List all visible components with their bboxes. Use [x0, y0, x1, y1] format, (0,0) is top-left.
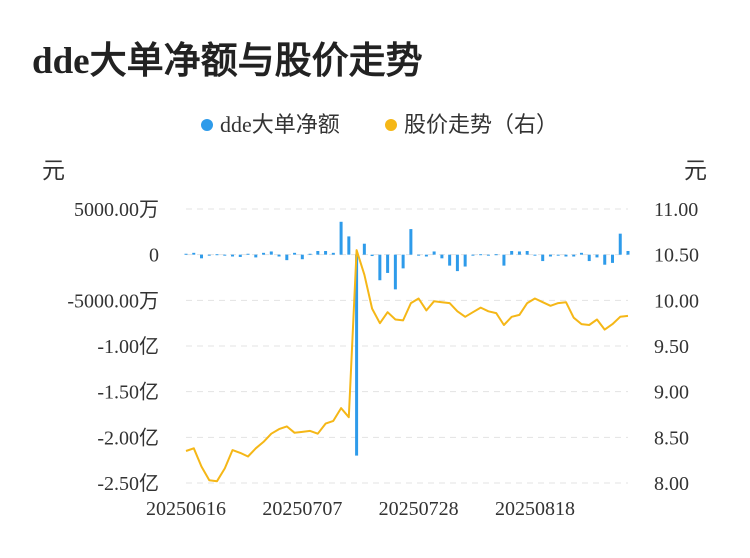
bar [579, 252, 583, 255]
bar [533, 254, 537, 256]
left-tick-label: 5000.00万 [74, 199, 159, 221]
bar [316, 251, 320, 255]
line-series [185, 249, 629, 483]
bar [378, 254, 382, 281]
bar [432, 251, 436, 255]
bar [223, 254, 227, 256]
bar [215, 254, 219, 256]
bar [269, 251, 273, 255]
bar [184, 253, 188, 255]
left-tick-label: -1.00亿 [97, 335, 159, 358]
bar [308, 253, 312, 255]
bar [370, 254, 374, 257]
bar [448, 254, 452, 266]
axis-labels: 5000.00万 0 -5000.00万 -1.00亿 -1.50亿 -2.00亿 -2.5… [42, 158, 707, 520]
x-tick-label: 20250616 [146, 498, 226, 520]
bar [502, 254, 506, 266]
x-tick-label: 20250728 [379, 498, 459, 520]
bar [424, 254, 428, 257]
bar [355, 254, 359, 456]
bar [347, 236, 351, 255]
right-tick-label: 11.00 [654, 199, 698, 221]
bar [486, 254, 490, 256]
bar [207, 254, 211, 256]
bar [440, 254, 444, 259]
right-tick-label: 8.00 [654, 473, 689, 495]
bar [285, 254, 289, 261]
bar [231, 254, 235, 257]
x-tick-label: 20250707 [262, 498, 342, 520]
bar [238, 254, 242, 257]
grid-lines [186, 208, 628, 484]
right-axis-unit: 元 [684, 158, 707, 183]
right-tick-label: 10.00 [654, 290, 699, 312]
left-tick-label: -1.50亿 [97, 381, 159, 404]
bar [510, 251, 514, 255]
bar [393, 254, 397, 290]
bar [525, 251, 529, 255]
right-tick-label: 10.50 [654, 245, 699, 267]
bar [603, 254, 607, 265]
bar [262, 252, 266, 255]
bar [331, 252, 335, 255]
bar [572, 254, 576, 257]
price-line [185, 249, 629, 483]
bar [277, 254, 281, 257]
left-tick-label: -2.00亿 [97, 426, 159, 449]
bar [192, 252, 196, 255]
bar [626, 251, 630, 255]
bar [409, 229, 413, 255]
bar [556, 254, 560, 256]
bar [587, 254, 591, 262]
right-tick-label: 8.50 [654, 427, 689, 449]
bar [463, 254, 467, 267]
bar [455, 254, 459, 272]
page-title: dde大单净额与股价走势 [32, 41, 423, 82]
bar [618, 233, 622, 255]
bar [324, 251, 328, 255]
bar [564, 254, 568, 257]
bar [548, 254, 552, 257]
bar [386, 254, 390, 273]
bar [339, 221, 343, 255]
left-axis-unit: 元 [42, 158, 65, 183]
legend: dde大单净额 股价走势（右） [201, 112, 558, 137]
bar [610, 254, 614, 263]
bar [362, 243, 366, 255]
legend-label: 股价走势（右） [404, 112, 558, 137]
bar [300, 254, 304, 260]
bar [200, 254, 204, 259]
bar [517, 251, 521, 255]
bar-series [184, 221, 630, 456]
bar [254, 254, 258, 258]
left-tick-label: -5000.00万 [67, 290, 159, 312]
left-tick-label: -2.50亿 [97, 472, 159, 495]
bar [494, 254, 498, 256]
legend-label: dde大单净额 [220, 112, 340, 137]
right-tick-label: 9.00 [654, 382, 689, 404]
legend-marker [201, 119, 213, 131]
bar [595, 254, 599, 258]
bar [479, 254, 483, 256]
bar [293, 252, 297, 255]
bar [541, 254, 545, 262]
x-tick-label: 20250818 [495, 498, 575, 520]
right-tick-label: 9.50 [654, 336, 689, 358]
legend-marker [385, 119, 397, 131]
left-tick-label: 0 [149, 245, 159, 267]
bar [246, 253, 250, 255]
bar [417, 254, 421, 256]
bar [401, 254, 405, 269]
bar [471, 254, 475, 256]
